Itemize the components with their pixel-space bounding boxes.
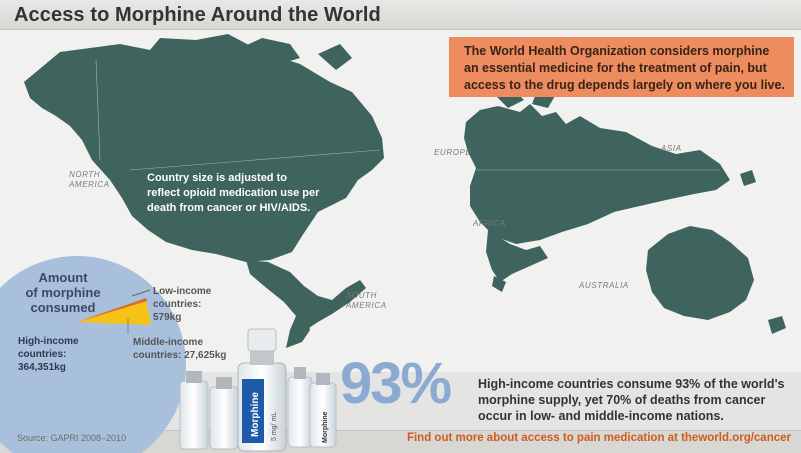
- region-label-line: NORTH: [69, 170, 101, 179]
- big-percent-stat: 93%: [340, 351, 452, 416]
- stat-description: High-income countries consume 93% of the…: [478, 376, 788, 424]
- label-line: 579kg: [153, 312, 182, 323]
- stat-line: morphine supply, yet 70% of deaths from …: [478, 393, 766, 407]
- pie-low-callout-line: [131, 289, 151, 297]
- label-line: countries: 27,625kg: [133, 350, 227, 361]
- low-income-label: Low-income countries: 579kg: [153, 285, 211, 324]
- stat-line: High-income countries consume 93% of the…: [478, 377, 785, 391]
- region-label-asia: ASIA: [661, 144, 682, 153]
- label-line: High-income: [18, 336, 79, 347]
- high-income-label: High-income countries: 364,351kg: [18, 335, 79, 374]
- label-line: Low-income: [153, 286, 212, 297]
- south-america-landmass: [286, 320, 310, 348]
- morphine-bottles-illustration: Morphine 5 mg/ mL Morphine: [179, 328, 337, 452]
- pie-high-income-slice: [0, 256, 186, 453]
- north-america-landmass: [24, 34, 384, 262]
- region-label-line: AMERICA: [346, 301, 387, 310]
- bottle-label-dose: 5 mg/ mL: [271, 412, 278, 441]
- info-line: The World Health Organization considers …: [464, 44, 770, 58]
- africa-landmass: [486, 230, 548, 282]
- region-label-africa: AFRICA: [473, 219, 506, 228]
- note-line: reflect opioid medication use per: [147, 187, 320, 199]
- central-america-landmass: [246, 260, 366, 348]
- header-bar: Access to Morphine Around the World: [0, 0, 801, 30]
- region-label-line: SOUTH: [346, 291, 377, 300]
- region-label-south-america: SOUTH AMERICA: [346, 291, 387, 311]
- info-line: an essential medicine for the treatment …: [464, 61, 767, 75]
- region-label-line: AMERICA: [69, 180, 110, 189]
- note-line: Country size is adjusted to: [147, 172, 287, 184]
- region-label-australia: AUSTRALIA: [579, 281, 629, 290]
- label-line: countries:: [153, 299, 202, 310]
- label-line: Middle-income: [133, 337, 204, 348]
- label-line: countries:: [18, 349, 67, 360]
- region-label-north-america: NORTH AMERICA: [69, 170, 110, 190]
- source-credit: Source: GAPRI 2008–2010: [17, 433, 127, 443]
- pie-low-income-slice: [77, 298, 147, 322]
- australia-landmass: [646, 226, 754, 320]
- note-line: death from cancer or HIV/AIDS.: [147, 202, 311, 214]
- pie-title-line: consumed: [30, 300, 96, 315]
- bottle-label-main: Morphine: [250, 392, 261, 437]
- label-line: 364,351kg: [18, 362, 66, 373]
- info-line: access to the drug depends largely on wh…: [464, 78, 785, 92]
- region-label-europe: EUROPE: [434, 148, 472, 157]
- pie-title: Amount of morphine consumed: [18, 270, 108, 315]
- middle-income-label: Middle-income countries: 27,625kg: [133, 336, 226, 362]
- pie-title-line: of morphine: [25, 285, 101, 300]
- find-out-more-link[interactable]: Find out more about access to pain medic…: [406, 432, 791, 444]
- map-size-note: Country size is adjusted to reflect opio…: [147, 171, 347, 216]
- stat-line: occur in low- and middle-income nations.: [478, 409, 724, 423]
- page-title: Access to Morphine Around the World: [14, 4, 381, 26]
- bottle-label-right: Morphine: [322, 411, 329, 443]
- pie-title-line: Amount: [38, 270, 88, 285]
- who-info-box: The World Health Organization considers …: [449, 37, 794, 97]
- europe-asia-landmass: [464, 104, 730, 244]
- pie-middle-income-slice: [77, 300, 151, 325]
